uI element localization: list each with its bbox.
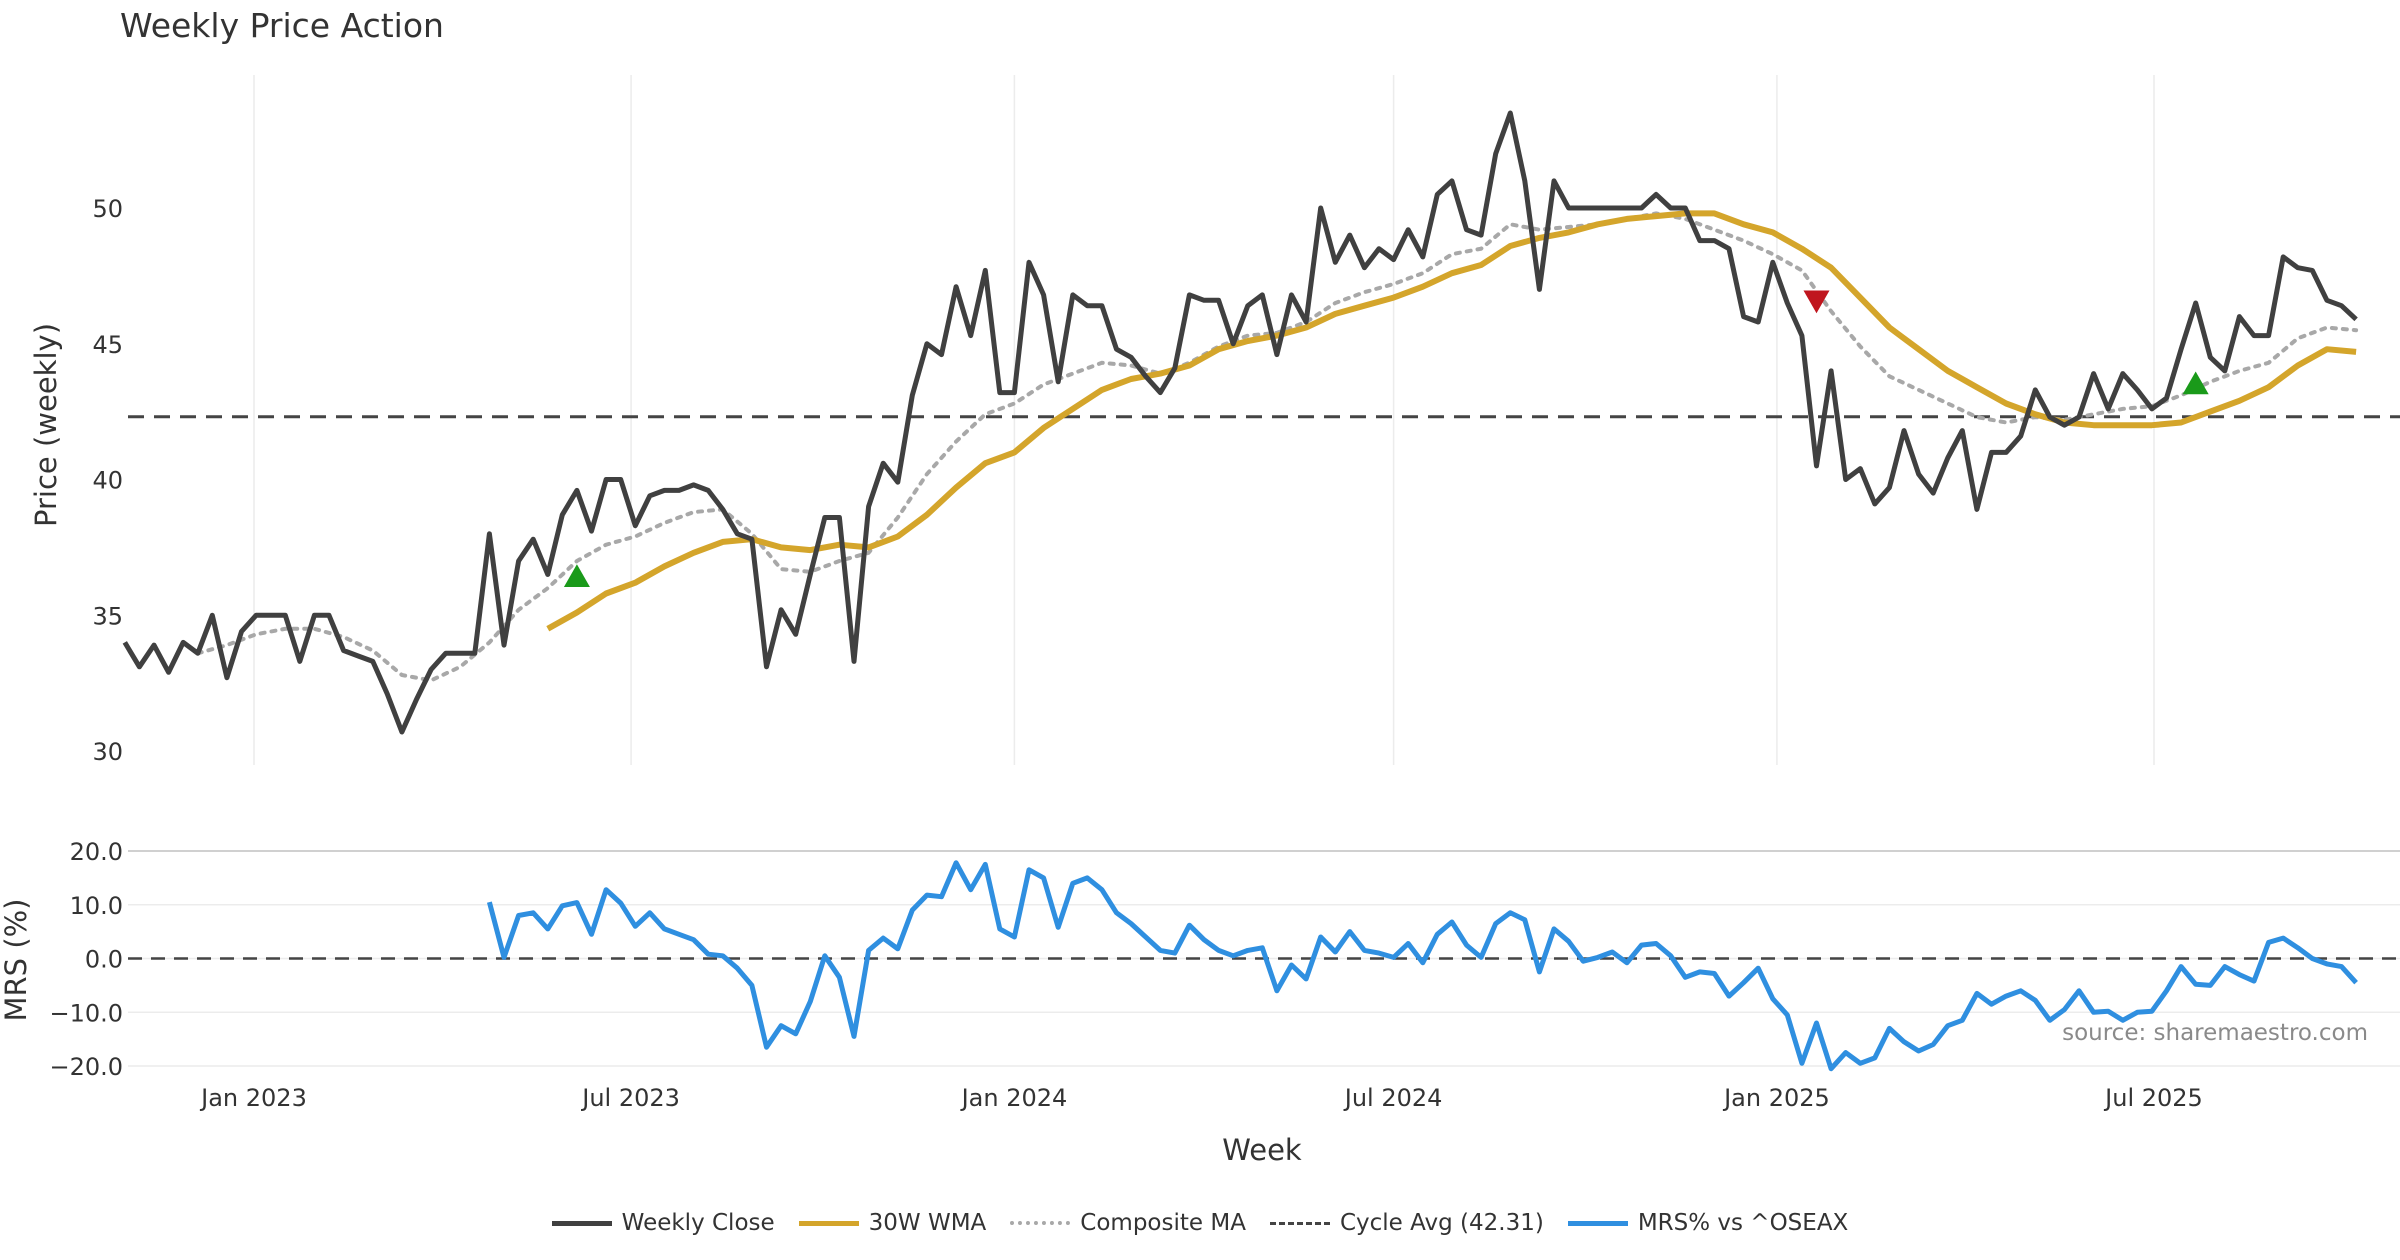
- sell-signal-marker: [1803, 290, 1830, 314]
- price-y-axis-label: Price (weekly): [29, 323, 63, 527]
- legend-item-mrs[interactable]: MRS% vs ^OSEAX: [1567, 1210, 1849, 1236]
- x-axis-label: Week: [1222, 1133, 1302, 1167]
- price-y-tick-label: 40: [92, 467, 123, 495]
- legend-swatch: [1010, 1221, 1071, 1225]
- legend-item-30w-wma[interactable]: 30W WMA: [798, 1210, 987, 1236]
- legend-swatch: [1567, 1220, 1628, 1226]
- legend-item-weekly-close[interactable]: Weekly Close: [551, 1210, 775, 1236]
- mrs-y-tick-label: −20.0: [49, 1053, 123, 1081]
- mrs-y-tick-label: 10.0: [70, 892, 123, 920]
- legend-swatch: [1269, 1221, 1330, 1225]
- buy-signal-marker: [2182, 371, 2209, 395]
- x-tick-label: Jul 2024: [1343, 1084, 1443, 1112]
- chart-title: Weekly Price Action: [120, 6, 444, 45]
- mrs-series: [128, 860, 2400, 1072]
- price-y-tick-label: 30: [92, 738, 123, 766]
- signal-markers: [563, 290, 2209, 587]
- legend-label: Cycle Avg (42.31): [1339, 1210, 1544, 1236]
- price-y-axis: 30 35 40 45 50: [92, 195, 123, 766]
- price-y-tick-label: 35: [92, 602, 123, 630]
- mrs-line: [486, 860, 2358, 1072]
- x-tick-label: Jul 2025: [2103, 1084, 2203, 1112]
- price-series: [122, 110, 2400, 735]
- mrs-y-axis-label: MRS (%): [0, 899, 33, 1022]
- legend-swatch: [798, 1220, 859, 1226]
- mrs-y-tick-label: 20.0: [70, 838, 123, 866]
- legend-label: Weekly Close: [621, 1210, 775, 1236]
- source-annotation: source: sharemaestro.com: [2062, 1020, 2368, 1046]
- x-tick-label: Jan 2023: [199, 1084, 307, 1112]
- mrs-y-axis: 20.0 10.0 0.0 −10.0 −20.0: [49, 838, 123, 1081]
- price-y-tick-label: 45: [92, 331, 123, 359]
- x-tick-label: Jan 2024: [960, 1084, 1068, 1112]
- legend-label: MRS% vs ^OSEAX: [1637, 1210, 1849, 1236]
- weekly-close-line: [122, 110, 2358, 735]
- composite-ma-line: [195, 211, 2359, 683]
- legend: Weekly Close 30W WMA Composite MA Cycle …: [0, 1210, 2400, 1236]
- buy-signal-marker: [563, 564, 590, 587]
- price-y-tick-label: 50: [92, 195, 123, 223]
- legend-item-cycle-avg[interactable]: Cycle Avg (42.31): [1269, 1210, 1544, 1236]
- legend-label: Composite MA: [1080, 1210, 1246, 1236]
- price-gridlines: [253, 75, 2155, 765]
- legend-label: 30W WMA: [868, 1210, 987, 1236]
- legend-item-composite-ma[interactable]: Composite MA: [1010, 1210, 1246, 1236]
- x-tick-label: Jul 2023: [580, 1084, 680, 1112]
- mrs-y-tick-label: −10.0: [49, 999, 123, 1027]
- legend-swatch: [551, 1220, 612, 1226]
- x-tick-label: Jan 2025: [1722, 1084, 1830, 1112]
- x-axis: Jan 2023 Jul 2023 Jan 2024 Jul 2024 Jan 2025…: [199, 1084, 2203, 1112]
- wma-30w-line: [546, 210, 2357, 632]
- mrs-y-tick-label: 0.0: [85, 946, 123, 974]
